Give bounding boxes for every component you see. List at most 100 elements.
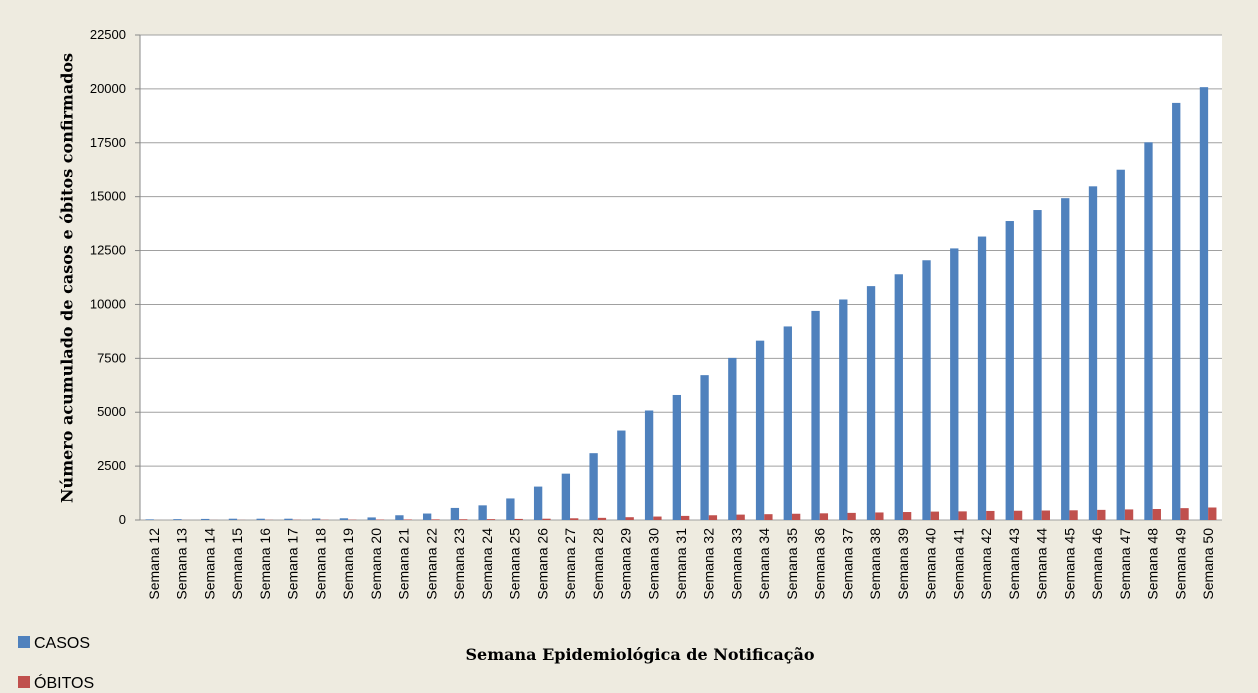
- bar: [1144, 142, 1153, 520]
- bar: [1088, 186, 1098, 520]
- x-tick-label: Semana 43: [1006, 528, 1022, 600]
- x-tick-label: Semana 19: [340, 528, 356, 600]
- legend-label: CASOS: [34, 635, 90, 652]
- bar: [617, 430, 626, 520]
- y-tick-label: 0: [119, 512, 126, 527]
- y-tick-label: 5000: [97, 404, 126, 419]
- bar: [653, 516, 662, 520]
- bar: [681, 515, 690, 520]
- bar: [422, 513, 432, 520]
- bar: [866, 286, 876, 520]
- bar: [930, 511, 940, 520]
- bar: [395, 515, 404, 520]
- bar: [1013, 510, 1023, 520]
- bar: [1172, 102, 1181, 521]
- bar: [1124, 509, 1134, 520]
- bar: [977, 236, 987, 521]
- x-tick-label: Semana 21: [396, 528, 412, 600]
- bar: [1152, 509, 1161, 520]
- bar: [542, 518, 551, 520]
- bar: [561, 473, 571, 520]
- y-tick-label: 15000: [90, 189, 126, 204]
- bar: [644, 410, 654, 520]
- y-tick-label: 10000: [90, 296, 126, 311]
- bar: [1180, 508, 1189, 520]
- bar: [708, 515, 718, 520]
- bar: [1208, 507, 1217, 520]
- x-tick-label: Semana 42: [978, 528, 994, 600]
- bar: [570, 518, 579, 520]
- bar: [902, 512, 912, 520]
- bar: [875, 512, 884, 520]
- bar: [811, 310, 820, 520]
- bar: [986, 510, 995, 520]
- legend-swatch: [18, 676, 30, 688]
- bar: [1005, 221, 1014, 520]
- bar: [1061, 198, 1070, 521]
- x-tick-label: Semana 20: [368, 528, 384, 600]
- x-tick-label: Semana 45: [1061, 528, 1077, 600]
- bar: [1199, 87, 1209, 521]
- bar: [755, 340, 765, 520]
- x-tick-label: Semana 22: [423, 528, 439, 600]
- bar: [514, 518, 523, 520]
- y-tick-label: 2500: [97, 458, 126, 473]
- x-tick-label: Semana 29: [618, 528, 634, 600]
- bar: [506, 498, 515, 520]
- x-tick-label: Semana 50: [1200, 528, 1216, 600]
- x-tick-label: Semana 25: [507, 528, 523, 600]
- bar: [312, 518, 321, 520]
- x-tick-label: Semana 15: [229, 528, 245, 600]
- x-tick-label: Semana 48: [1145, 528, 1161, 600]
- bar: [1069, 510, 1078, 520]
- bar: [367, 517, 376, 520]
- bar: [459, 519, 468, 520]
- bar: [145, 519, 154, 520]
- x-tick-label: Semana 40: [923, 528, 939, 600]
- bar: [764, 514, 773, 520]
- y-tick-label: 12500: [90, 243, 126, 258]
- bar: [783, 326, 792, 520]
- bar: [1097, 509, 1106, 520]
- bar: [284, 518, 293, 520]
- x-tick-label: Semana 28: [590, 528, 606, 600]
- x-tick-label: Semana 12: [146, 528, 162, 600]
- x-tick-label: Semana 46: [1089, 528, 1105, 600]
- y-tick-label: 7500: [97, 350, 126, 365]
- bar: [228, 518, 238, 520]
- x-tick-label: Semana 27: [562, 528, 578, 600]
- bar: [256, 518, 265, 520]
- bar: [625, 517, 634, 520]
- x-tick-label: Semana 34: [756, 528, 772, 600]
- x-tick-label: Semana 32: [701, 528, 717, 600]
- bar: [201, 518, 210, 520]
- y-tick-label: 20000: [90, 81, 126, 96]
- bar: [922, 260, 931, 520]
- x-tick-label: Semana 23: [451, 528, 467, 600]
- bar: [403, 519, 412, 520]
- bar: [791, 513, 801, 520]
- x-tick-label: Semana 30: [645, 528, 661, 600]
- bar: [1116, 169, 1125, 520]
- x-tick-label: Semana 35: [784, 528, 800, 600]
- x-tick-label: Semana 17: [285, 528, 301, 600]
- bar: [486, 519, 496, 520]
- x-tick-label: Semana 26: [534, 528, 550, 600]
- bar: [478, 505, 487, 520]
- legend-swatch: [18, 636, 30, 648]
- x-tick-label: Semana 36: [812, 528, 828, 600]
- x-tick-label: Semana 47: [1117, 528, 1133, 600]
- bar: [533, 486, 543, 520]
- y-tick-label: 17500: [90, 135, 126, 150]
- y-axis-title: Número acumulado de casos e óbitos confi…: [58, 53, 77, 503]
- bar: [1033, 210, 1042, 520]
- x-tick-label: Semana 13: [174, 528, 190, 600]
- bar: [450, 507, 460, 520]
- x-axis-title: Semana Epidemiológica de Notificação: [465, 645, 814, 664]
- x-tick-label: Semana 49: [1172, 528, 1188, 600]
- bar: [700, 375, 709, 520]
- bar: [950, 248, 959, 520]
- x-tick-label: Semana 33: [728, 528, 744, 600]
- bar: [173, 519, 182, 520]
- legend-label: ÓBITOS: [34, 673, 94, 692]
